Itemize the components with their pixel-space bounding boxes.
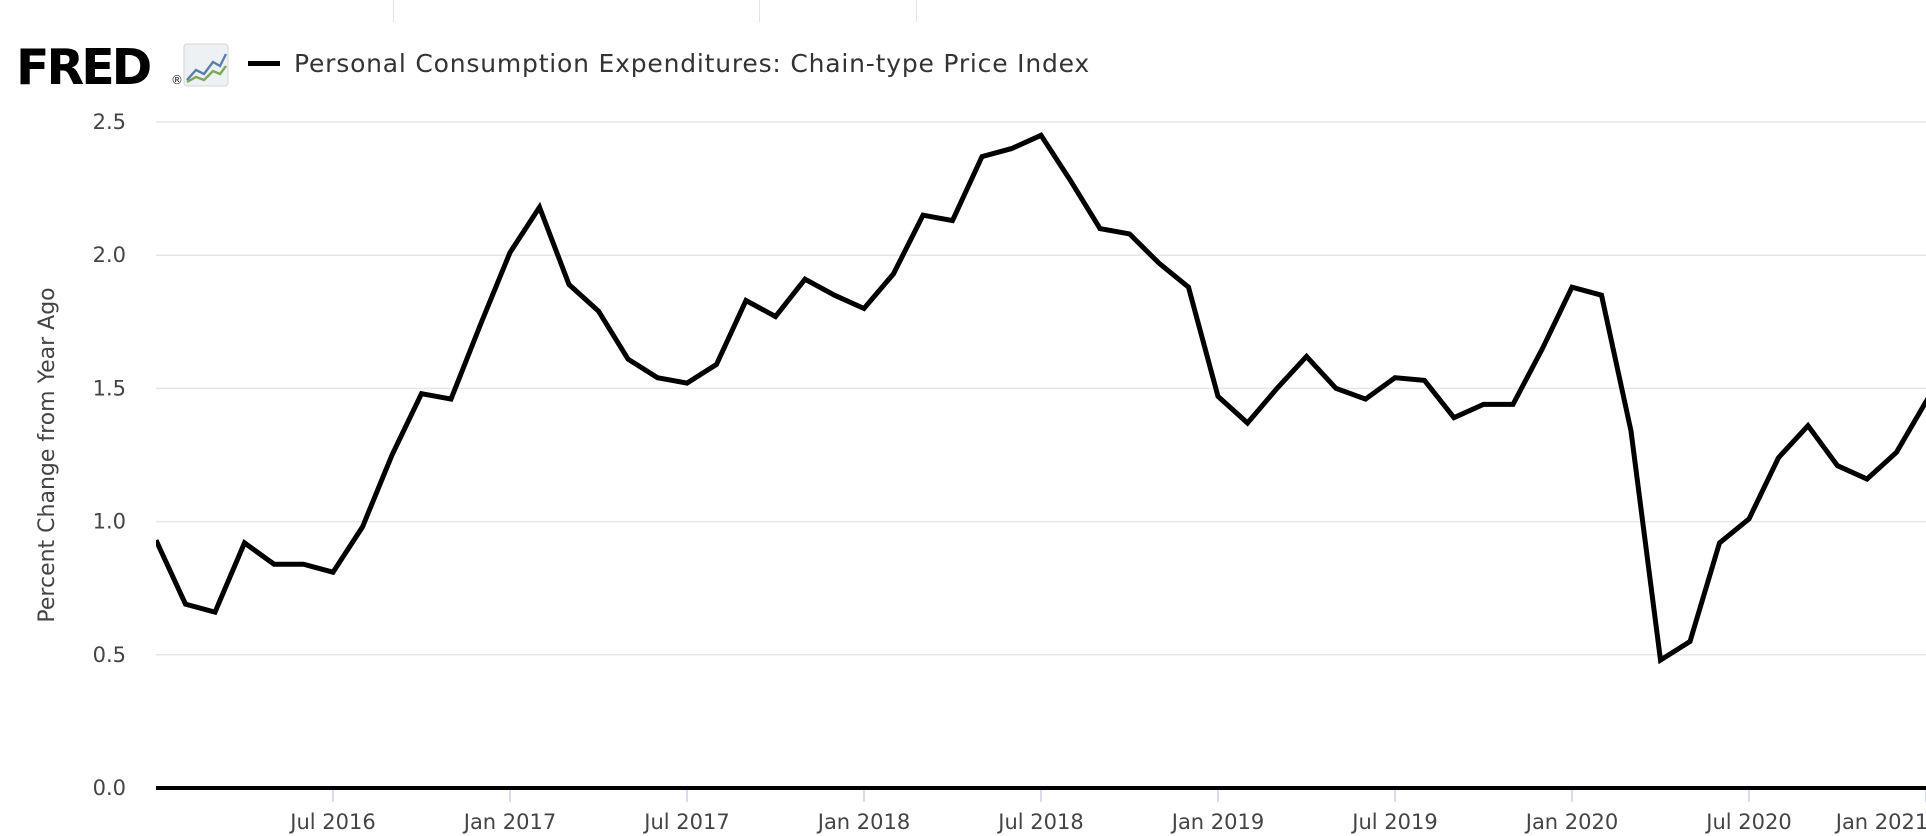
x-tick-label: Jul 2019 [1350, 810, 1437, 834]
top-divider-2 [759, 0, 760, 22]
x-axis-ticks: Jul 2016 Jan 2017 Jul 2017 Jan 2018 Jul 2018… [288, 790, 1926, 834]
series-legend[interactable]: Personal Consumption Expenditures: Chain… [248, 46, 1090, 80]
y-tick-label: 0.0 [93, 776, 126, 800]
x-tick-label: Jul 2017 [642, 810, 729, 834]
x-tick-label: Jul 2020 [1704, 810, 1791, 834]
x-tick-label: Jan 2019 [1170, 810, 1265, 834]
y-tick-label: 2.5 [93, 110, 126, 134]
fred-logo-graphic: FRED ® [16, 39, 229, 96]
top-divider-3 [916, 0, 917, 22]
y-tick-label: 1.5 [93, 376, 126, 400]
y-tick-label: 0.5 [93, 643, 126, 667]
fred-logo[interactable]: FRED ® [16, 39, 236, 96]
x-tick-label: Jan 2020 [1524, 810, 1619, 834]
registered-mark: ® [171, 73, 183, 87]
top-divider-1 [393, 0, 394, 22]
x-tick-label: Jul 2016 [288, 810, 375, 834]
y-axis-ticks: 0.0 0.5 1.0 1.5 2.0 2.5 [93, 110, 126, 800]
fred-logo-text: FRED [16, 40, 151, 90]
y-axis-title: Percent Change from Year Ago [35, 287, 60, 622]
series-line[interactable] [156, 132, 1926, 665]
y-tick-label: 2.0 [93, 243, 126, 267]
grid-lines [156, 121, 1926, 656]
legend-swatch [248, 60, 280, 66]
y-tick-label: 1.0 [93, 510, 126, 534]
x-tick-label: Jan 2018 [816, 810, 911, 834]
x-tick-label: Jan 2021 [1834, 810, 1926, 834]
x-tick-label: Jul 2018 [996, 810, 1083, 834]
line-chart-icon [183, 43, 229, 87]
legend-series-label: Personal Consumption Expenditures: Chain… [294, 48, 1090, 78]
x-tick-label: Jan 2017 [462, 810, 557, 834]
